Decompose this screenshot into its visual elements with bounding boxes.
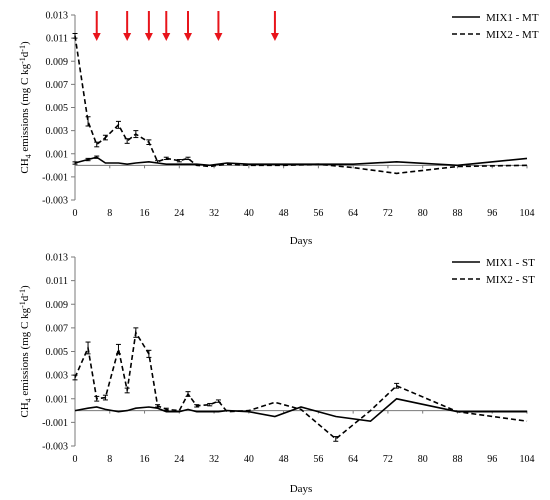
x-tick-label: 48 [279, 454, 289, 465]
y-tick-label: 0.011 [46, 34, 68, 45]
y-tick-label: -0.003 [42, 196, 68, 207]
y-tick-label: 0.009 [46, 300, 69, 311]
event-arrow-head [123, 33, 132, 41]
event-arrow-head [144, 33, 153, 41]
x-tick-label: 40 [244, 454, 254, 465]
event-arrow-head [270, 33, 279, 41]
x-tick-label: 104 [520, 208, 535, 219]
x-tick-label: 32 [209, 454, 219, 465]
x-axis-title: Days [290, 483, 313, 495]
x-tick-label: 96 [487, 208, 497, 219]
series-line-2 [74, 330, 528, 440]
y-axis-title-part: CH [19, 402, 31, 417]
x-tick-label: 80 [418, 208, 428, 219]
y-axis-title-part: -1 [18, 45, 27, 52]
chart-panel-mt: -0.003 -0.001 0.001 0.003 0.005 0.007 0.009 0.0… [18, 11, 539, 248]
y-tick-label: 0.001 [46, 149, 69, 160]
y-tick-label: -0.001 [42, 418, 68, 429]
y-axis-title-part: emissions (mg C kg [19, 63, 31, 154]
x-tick-label: 72 [383, 454, 393, 465]
x-tick-label: 32 [209, 208, 219, 219]
y-tick-label: 0.011 [46, 276, 68, 287]
x-tick-label: 88 [452, 208, 462, 219]
y-tick-label: 0.013 [46, 11, 69, 22]
y-tick-label: 0.007 [46, 80, 69, 91]
series-line-2 [74, 35, 528, 175]
x-tick-label: 24 [174, 208, 184, 219]
x-tick-label: 48 [279, 208, 289, 219]
x-tick-label: 56 [313, 454, 323, 465]
x-tick-label: 16 [140, 208, 150, 219]
y-axis-title-part: -1 [18, 57, 27, 64]
x-tick-label: 80 [418, 454, 428, 465]
legend-label: MIX2 - MT [486, 29, 539, 41]
y-tick-label: 0.013 [46, 253, 69, 264]
x-axis-title: Days [290, 235, 313, 247]
x-tick-label: 40 [244, 208, 254, 219]
x-tick-label: 24 [174, 454, 184, 465]
series-line-1 [74, 156, 528, 167]
y-axis-title: CH4 emissions (mg C kg-1d-1) [18, 285, 33, 418]
x-tick-label: 0 [73, 208, 78, 219]
y-axis-title-part: 4 [24, 398, 33, 402]
y-axis-title-part: -1 [18, 301, 27, 308]
y-tick-label: -0.001 [42, 172, 68, 183]
y-tick-label: -0.003 [42, 442, 68, 453]
event-arrow-head [162, 33, 171, 41]
y-tick-label: 0.003 [46, 126, 69, 137]
x-tick-label: 88 [452, 454, 462, 465]
event-arrow-head [92, 33, 101, 41]
x-tick-label: 96 [487, 454, 497, 465]
y-tick-label: 0.003 [46, 371, 69, 382]
y-axis-title-part: -1 [18, 289, 27, 296]
legend-label: MIX1 - MT [486, 12, 539, 24]
y-axis-title-part: emissions (mg C kg [19, 307, 31, 398]
x-tick-label: 64 [348, 208, 358, 219]
x-tick-label: 104 [520, 454, 535, 465]
x-tick-label: 8 [107, 454, 112, 465]
y-tick-label: 0.005 [46, 347, 69, 358]
y-axis-title-part: ) [19, 41, 31, 45]
y-axis-title-part: d [19, 295, 31, 301]
x-tick-label: 56 [313, 208, 323, 219]
y-axis-title-part: d [19, 51, 31, 57]
x-tick-label: 72 [383, 208, 393, 219]
x-tick-label: 16 [140, 454, 150, 465]
series-line-1 [74, 397, 527, 423]
event-arrow-head [214, 33, 223, 41]
x-tick-label: 8 [107, 208, 112, 219]
y-axis-title-part: CH [19, 158, 31, 173]
y-tick-label: 0.007 [46, 323, 69, 334]
x-tick-label: 64 [348, 454, 358, 465]
y-tick-label: 0.005 [46, 103, 69, 114]
y-axis-title-part: 4 [24, 154, 33, 158]
y-axis-title-part: ) [19, 285, 31, 289]
event-arrow-head [184, 33, 192, 41]
y-axis-title: CH4 emissions (mg C kg-1d-1) [18, 41, 33, 174]
y-tick-label: 0.001 [46, 394, 69, 405]
legend-label: MIX1 - ST [486, 257, 535, 269]
chart-panel-st: -0.003 -0.001 0.001 0.003 0.005 0.007 0.009 0.0… [18, 253, 535, 496]
legend-label: MIX2 - ST [486, 274, 535, 286]
x-tick-label: 0 [73, 454, 78, 465]
y-tick-label: 0.009 [46, 57, 69, 68]
